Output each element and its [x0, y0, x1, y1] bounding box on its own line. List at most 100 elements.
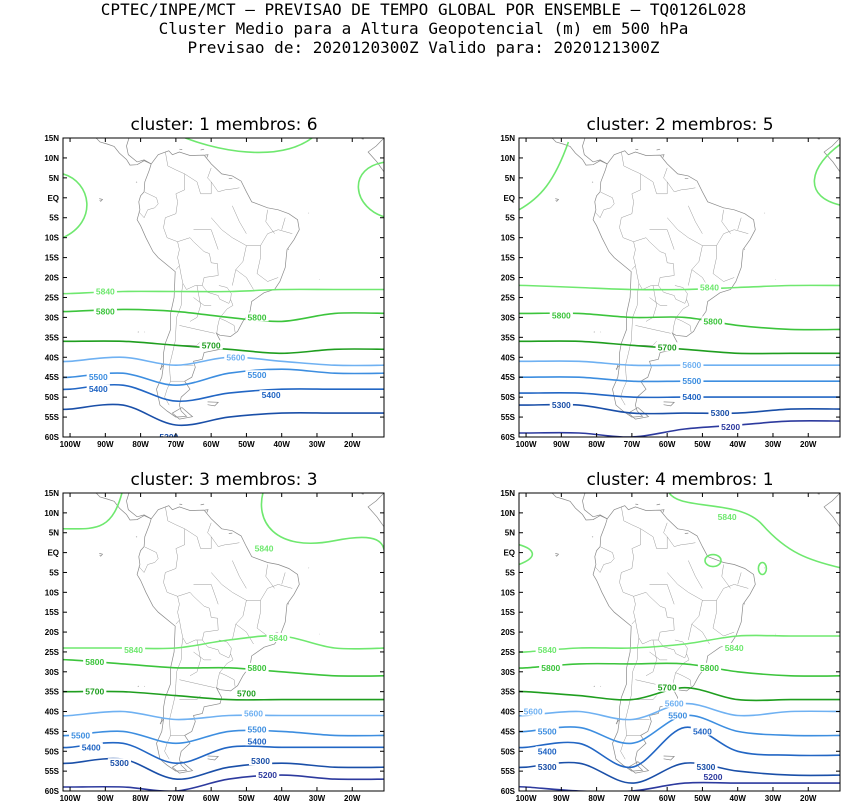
coastline: [743, 603, 746, 605]
coastline: [200, 148, 205, 151]
lon-label: 40W: [729, 440, 746, 449]
country-border: [675, 299, 690, 319]
contour-5300: [63, 403, 384, 427]
contour-label-bg: [697, 662, 722, 672]
contour-label: 5200: [704, 772, 723, 782]
contour-5840: [704, 553, 722, 568]
lon-label: 90W: [553, 440, 570, 449]
contour-5840: [260, 493, 384, 553]
contour-label-bg: [701, 316, 725, 326]
header-dates: Previsao de: 2020120300Z Valido para: 20…: [187, 38, 660, 57]
contour-5800: [63, 658, 384, 677]
contour-label-bg: [680, 376, 704, 386]
contour-label-bg: [241, 708, 266, 718]
country-border: [216, 318, 220, 334]
lon-label: 90W: [97, 794, 114, 803]
lon-label: 30W: [765, 794, 782, 803]
contour-5600: [519, 360, 840, 367]
contour-5700: [63, 690, 384, 701]
contour-label-bg: [697, 282, 722, 292]
coastline: [627, 761, 650, 774]
lat-label: 40S: [501, 353, 516, 362]
lon-label: 60W: [659, 440, 676, 449]
country-border: [235, 623, 254, 645]
contour-5400: [63, 741, 384, 765]
coastline: [660, 154, 665, 158]
lat-label: 50S: [501, 747, 516, 756]
contour-label: 5500: [248, 724, 267, 734]
contour-5600: [63, 710, 384, 721]
lat-label: 10S: [45, 588, 60, 597]
lon-label: 80W: [588, 440, 605, 449]
lon-label: 30W: [309, 794, 326, 803]
lon-label: 60W: [203, 440, 220, 449]
lon-label: 50W: [694, 440, 711, 449]
contour-label-bg: [535, 726, 559, 736]
contour-label-bg: [121, 644, 146, 654]
map-frame: [518, 137, 841, 438]
lat-label: 15N: [44, 489, 59, 498]
lat-label: 20S: [501, 628, 516, 637]
lat-label: 45S: [501, 373, 516, 382]
coastline: [555, 198, 560, 202]
lon-label: 50W: [238, 440, 255, 449]
contour-label: 5800: [85, 657, 104, 667]
coastline: [743, 248, 746, 250]
country-border: [232, 600, 247, 641]
country-border: [184, 522, 212, 549]
coastline: [551, 138, 608, 166]
country-border: [658, 639, 688, 659]
coastline: [361, 138, 364, 140]
contour-label-bg: [83, 656, 107, 666]
coastline: [551, 493, 608, 521]
contour-5400: [519, 392, 840, 399]
contour-5840: [813, 143, 840, 206]
country-border: [667, 572, 703, 601]
coastline: [99, 553, 104, 557]
lat-label: 10N: [44, 154, 59, 163]
contour-5840: [519, 634, 840, 653]
coastline: [204, 154, 209, 158]
country-border: [265, 209, 275, 234]
coastline: [817, 138, 820, 140]
lat-label: 5N: [49, 174, 59, 183]
contour-label-bg: [245, 370, 269, 380]
lat-label: 40S: [501, 708, 516, 717]
coastline: [207, 401, 219, 407]
lat-label: 5N: [505, 529, 515, 538]
coastline: [136, 505, 300, 772]
contour-5800: [519, 312, 840, 331]
lon-label: 70W: [168, 440, 185, 449]
coastline: [287, 603, 290, 605]
contour-label: 5800: [248, 312, 267, 322]
contour-label: 5500: [248, 370, 267, 380]
country-border: [702, 584, 749, 601]
lon-label: 90W: [97, 440, 114, 449]
contour-label: 5500: [538, 726, 557, 736]
contour-label-bg: [722, 642, 746, 652]
coastline: [287, 248, 290, 250]
contour-label: 5500: [668, 711, 687, 721]
contour-5800: [519, 662, 840, 677]
country-border: [620, 283, 640, 406]
country-border: [177, 237, 219, 276]
country-border: [265, 564, 275, 589]
lat-label: 10S: [501, 588, 516, 597]
contour-label-bg: [701, 772, 725, 782]
coastline: [367, 138, 384, 180]
country-border: [216, 672, 220, 688]
country-border: [163, 213, 180, 270]
country-border: [688, 600, 703, 641]
country-border: [256, 245, 279, 282]
contour-label: 5500: [682, 376, 701, 386]
coastline: [95, 138, 152, 166]
panel-title: cluster: 2 membros: 5: [586, 115, 773, 135]
contour-label: 5600: [244, 709, 263, 719]
contour-label-bg: [549, 310, 573, 320]
country-border: [635, 265, 675, 290]
contour-label: 5500: [71, 730, 90, 740]
contour-5200: [63, 774, 384, 791]
lat-label: 40S: [45, 353, 60, 362]
country-border: [675, 672, 692, 687]
